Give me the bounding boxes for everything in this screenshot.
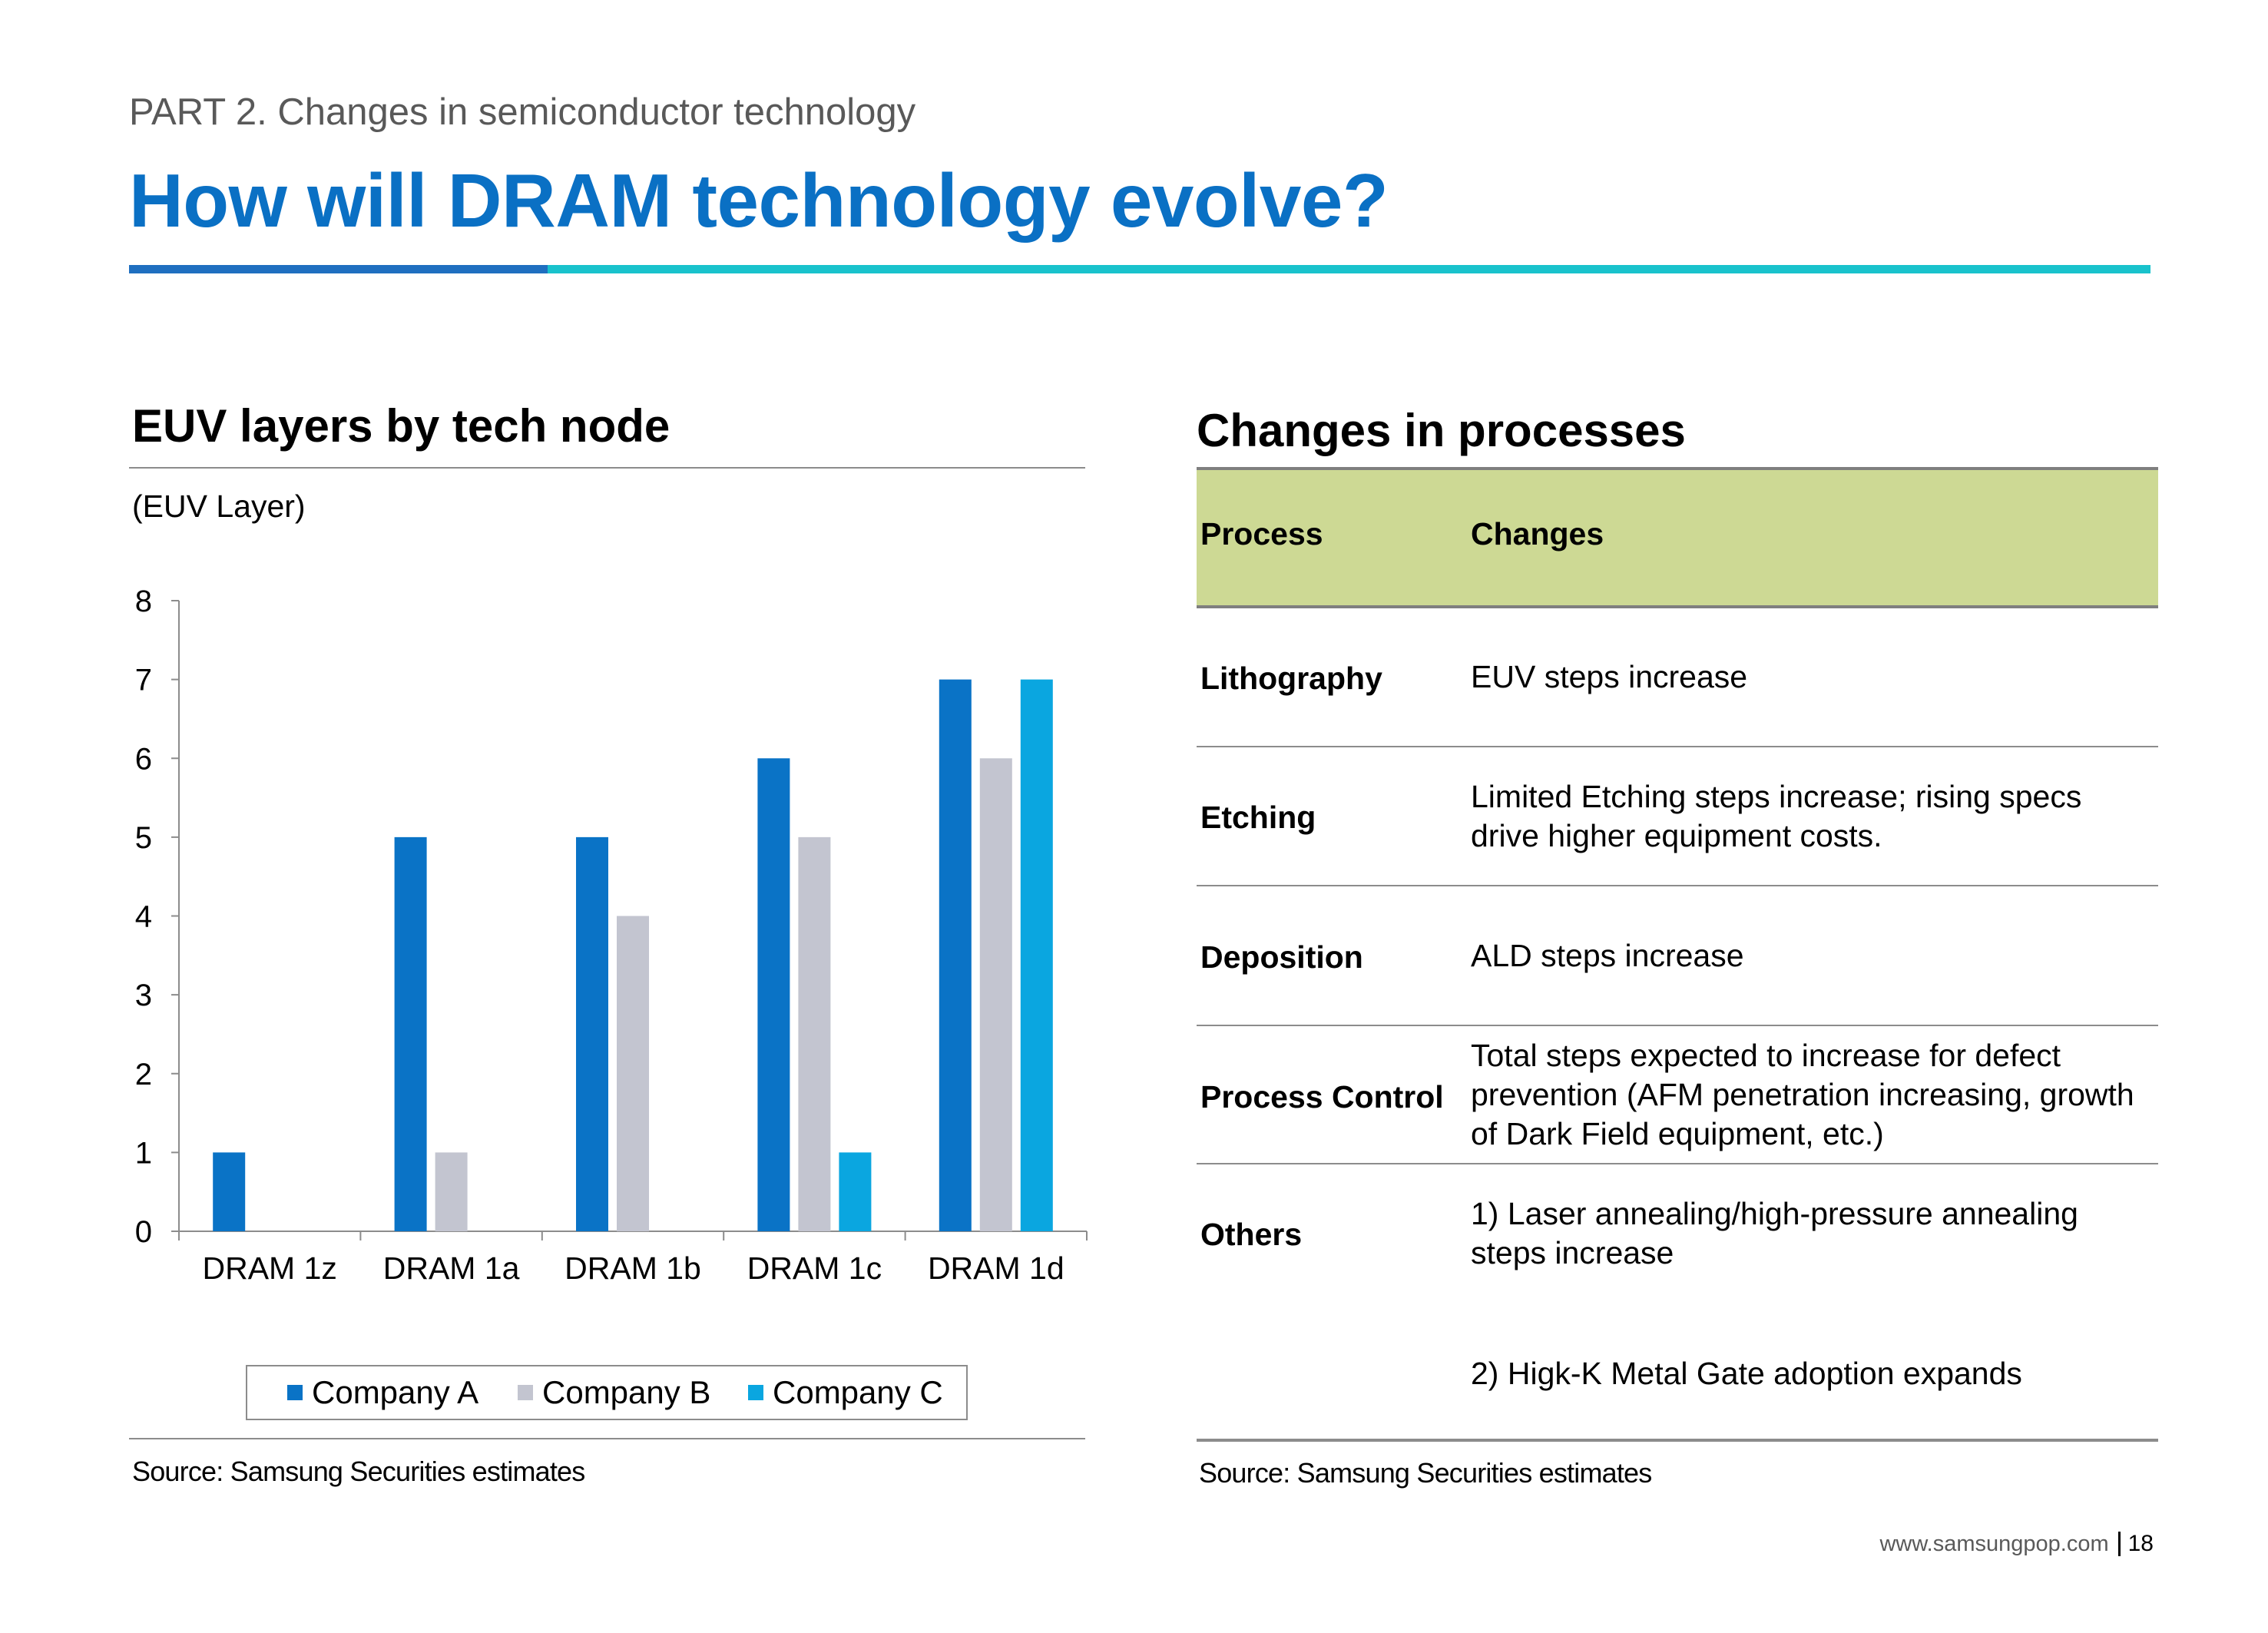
legend-item-company-c: Company C xyxy=(748,1374,943,1411)
row-changes-etching: Limited Etching steps increase; rising s… xyxy=(1471,777,2147,856)
bar-company-c xyxy=(1021,680,1053,1231)
legend-swatch-company-c xyxy=(748,1385,763,1400)
y-tick-label: 3 xyxy=(135,979,152,1012)
bar-company-b xyxy=(617,916,649,1232)
legend-swatch-company-b xyxy=(518,1385,533,1400)
row-changes-others-2: 2) Higk-K Metal Gate adoption expands xyxy=(1471,1354,2162,1393)
row-changes-lithography: EUV steps increase xyxy=(1471,658,2162,697)
footer: www.samsungpop.com 18 xyxy=(1879,1531,2154,1557)
row-changes-others-1: 1) Laser annealing/high-pressure anneali… xyxy=(1471,1194,2139,1273)
bar-company-a xyxy=(757,758,790,1231)
header-changes: Changes xyxy=(1471,516,1604,552)
legend-label-company-c: Company C xyxy=(773,1374,943,1411)
chart-top-rule xyxy=(129,467,1085,469)
chart-title: EUV layers by tech node xyxy=(132,399,670,452)
bar-company-a xyxy=(213,1152,245,1231)
x-tick-label: DRAM 1z xyxy=(202,1250,336,1286)
bar-company-b xyxy=(798,837,830,1231)
legend-swatch-company-a xyxy=(287,1385,303,1400)
y-tick-label: 1 xyxy=(135,1136,152,1170)
legend-label-company-b: Company B xyxy=(542,1374,710,1411)
row-process-others: Others xyxy=(1200,1217,1302,1253)
row-changes-deposition: ALD steps increase xyxy=(1471,936,2162,975)
page-title: How will DRAM technology evolve? xyxy=(129,157,1388,244)
x-tick-label: DRAM 1b xyxy=(565,1250,701,1286)
x-tick-label: DRAM 1a xyxy=(383,1250,520,1286)
title-rule-light xyxy=(548,265,2150,273)
y-tick-label: 0 xyxy=(135,1215,152,1249)
footer-url[interactable]: www.samsungpop.com xyxy=(1879,1532,2108,1557)
y-tick-label: 2 xyxy=(135,1058,152,1091)
bar-chart: 0 1 2 3 4 5 6 7 8 DRAM 1z DRAM 1a DRAM 1b DRAM 1c DRA… xyxy=(115,568,1098,1306)
row-process-process-control: Process Control xyxy=(1200,1079,1444,1115)
chart-bottom-rule xyxy=(129,1438,1085,1439)
bar-company-c xyxy=(839,1152,871,1231)
bar-company-b xyxy=(435,1152,468,1231)
table-source: Source: Samsung Securities estimates xyxy=(1199,1457,1651,1489)
bar-company-b xyxy=(980,758,1012,1231)
bar-company-a xyxy=(939,680,972,1231)
row-divider xyxy=(1197,746,2158,747)
section-label: PART 2. Changes in semiconductor technol… xyxy=(129,91,915,134)
chart-legend: Company A Company B Company C xyxy=(246,1365,968,1420)
y-tick-label: 5 xyxy=(135,821,152,855)
table-bottom-rule xyxy=(1197,1439,2158,1442)
table-header: Process Changes xyxy=(1197,470,2158,605)
y-tick-label: 6 xyxy=(135,742,152,776)
title-rule-dark xyxy=(129,265,548,273)
chart-source: Source: Samsung Securities estimates xyxy=(132,1456,584,1488)
legend-label-company-a: Company A xyxy=(312,1374,478,1411)
legend-item-company-a: Company A xyxy=(287,1374,478,1411)
row-divider xyxy=(1197,1025,2158,1026)
x-tick-label: DRAM 1c xyxy=(747,1250,882,1286)
row-divider xyxy=(1197,1163,2158,1164)
page-number: 18 xyxy=(2128,1531,2154,1557)
table-header-rule xyxy=(1197,605,2158,608)
chart-unit-label: (EUV Layer) xyxy=(132,489,306,525)
header-process: Process xyxy=(1200,516,1323,552)
y-tick-label: 4 xyxy=(135,900,152,934)
row-process-etching: Etching xyxy=(1200,800,1316,836)
table-title: Changes in processes xyxy=(1197,404,1686,457)
row-changes-process-control: Total steps expected to increase for def… xyxy=(1471,1036,2147,1154)
row-process-lithography: Lithography xyxy=(1200,661,1382,697)
legend-item-company-b: Company B xyxy=(518,1374,710,1411)
row-divider xyxy=(1197,885,2158,886)
footer-separator xyxy=(2118,1532,2121,1556)
bar-company-a xyxy=(576,837,608,1231)
bar-company-a xyxy=(395,837,427,1231)
y-tick-label: 7 xyxy=(135,664,152,697)
y-tick-label: 8 xyxy=(135,585,152,618)
x-tick-label: DRAM 1d xyxy=(928,1250,1064,1286)
row-process-deposition: Deposition xyxy=(1200,939,1363,975)
